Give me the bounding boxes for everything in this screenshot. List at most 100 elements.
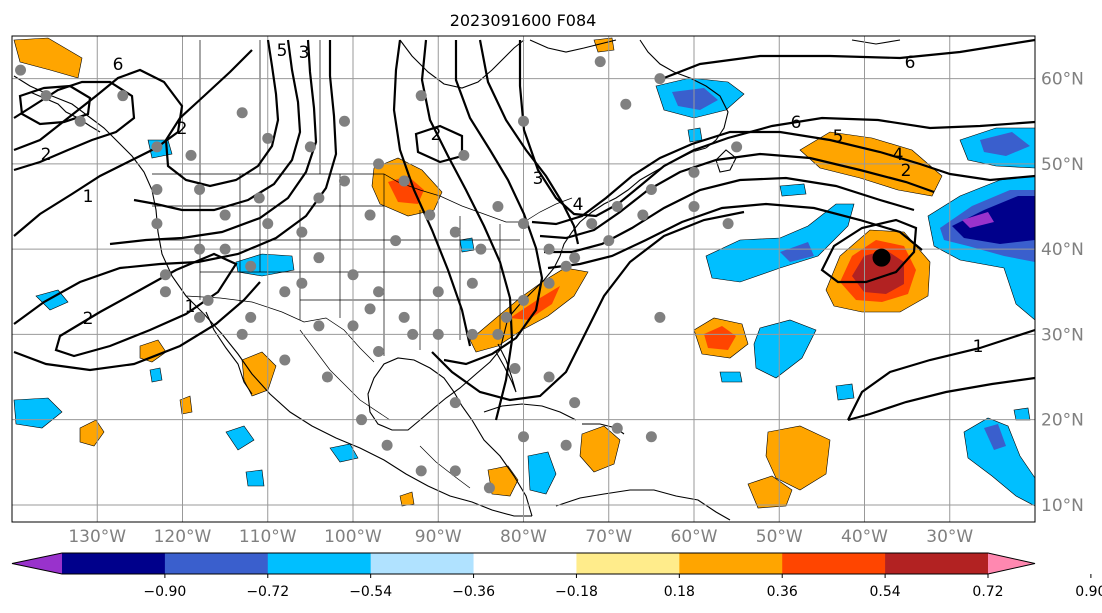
station-dot — [466, 277, 478, 289]
station-dot — [475, 243, 487, 255]
colorbar-tick-label: 0.72 — [972, 584, 1003, 600]
station-dot — [159, 286, 171, 298]
anomaly-patch-nc-blue — [687, 127, 703, 143]
station-dot — [202, 294, 214, 306]
map-area: 6 5 3 2 6 6 5 4 2 2 1 2 1 3 2 4 1 — [12, 36, 1035, 522]
anomaly-patch-southwest-blue — [329, 443, 359, 463]
political-borders — [152, 40, 573, 489]
contour-label: 2 — [177, 119, 188, 139]
station-dot — [415, 90, 427, 102]
longitude-labels: 130°W 120°W 110°W 100°W 90°W 80°W 70°W 60°W 50°W… — [68, 527, 973, 547]
contour-line-ne-arc — [663, 38, 1035, 80]
station-dot — [509, 363, 521, 375]
station-dot — [611, 201, 623, 213]
contour-line-west-ridge-2 — [133, 39, 302, 212]
contour-label: 6 — [905, 53, 916, 73]
anomaly-patch-pacific-blue-4 — [245, 469, 265, 487]
contour-line-pacific-low-outer — [13, 68, 184, 237]
colorbar-segment — [370, 553, 475, 574]
contour-line-subtropic-1 — [431, 210, 745, 402]
colorbar-extend-min — [12, 553, 62, 574]
anomaly-patch-tropical-orange-2 — [765, 425, 831, 491]
anomaly-patch-nw-orange — [13, 37, 83, 79]
station-dot — [603, 235, 615, 247]
contour-label: 2 — [901, 161, 912, 181]
anomaly-patch-caribbean-orange — [579, 425, 621, 473]
station-dot — [458, 149, 470, 161]
colorbar-tick-label: 0.36 — [767, 584, 798, 600]
station-dot — [611, 422, 623, 434]
station-dot — [262, 218, 274, 230]
anomaly-patch-tropical-orange-3 — [747, 475, 793, 509]
anomaly-patch-eastcoast-red — [510, 286, 560, 320]
station-dot — [449, 465, 461, 477]
station-dot — [518, 294, 529, 306]
station-dot — [373, 286, 385, 298]
coastline-florida — [495, 343, 517, 393]
contour-label: 1 — [83, 187, 94, 207]
station-dot — [338, 115, 350, 127]
station-dot — [236, 107, 248, 119]
station-dot — [688, 201, 700, 213]
lat-tick-label: 30°N — [1041, 325, 1084, 345]
station-dot — [466, 328, 478, 340]
map-frame — [11, 35, 1036, 523]
station-dot — [313, 320, 325, 332]
station-dot — [569, 397, 581, 409]
anomaly-patch-gulf-blue — [459, 237, 475, 253]
contour-line-pacific-low-inner — [13, 80, 136, 172]
station-dot — [373, 158, 385, 170]
station-dot — [347, 320, 359, 332]
contour-label: 1 — [185, 297, 196, 317]
lon-tick-label: 30°W — [926, 527, 973, 547]
contour-line-trough-1 — [392, 39, 472, 347]
lon-tick-label: 130°W — [68, 527, 126, 547]
colorbar-segment — [782, 553, 886, 574]
anomaly-patch-pacific-blue-5 — [149, 367, 163, 383]
station-dot — [518, 431, 529, 443]
colorbar-tick-label: −0.18 — [555, 584, 598, 600]
station-dot — [219, 209, 231, 221]
colorbar-tick-label: −0.36 — [452, 584, 495, 600]
contour-label: 4 — [573, 195, 584, 215]
anomaly-patch-atlantic-ne-purple — [962, 212, 994, 228]
contour-line-east-jet-4 — [544, 176, 915, 254]
contour-line-southeast-arc-2 — [847, 376, 1035, 422]
lon-tick-label: 90°W — [415, 527, 462, 547]
anomaly-patch-east-tropical-mid — [984, 424, 1006, 450]
station-dots — [15, 56, 743, 494]
station-dot — [645, 183, 657, 195]
contour-line-southeast-arc — [847, 328, 1035, 421]
contour-line-trough-3 — [443, 40, 544, 366]
colorbar: −0.90 −0.72 −0.54 −0.36 −0.18 0.18 0.36 0.54 0.7… — [11, 552, 1102, 600]
station-dot — [407, 328, 419, 340]
colorbar-segment — [62, 553, 166, 574]
station-dot — [364, 209, 376, 221]
station-dot — [151, 141, 163, 153]
anomaly-patch-atlantic-small-blue-2 — [779, 183, 807, 197]
station-dot — [194, 183, 206, 195]
contour-label: 3 — [299, 43, 310, 63]
coastline-arctic — [529, 39, 617, 53]
station-dot — [500, 311, 512, 323]
storm-center-layer — [872, 248, 891, 267]
anomaly-patch-tropical-pac-blue — [225, 425, 255, 451]
contour-label: 3 — [533, 169, 544, 189]
colorbar-segment — [473, 553, 577, 574]
anomaly-patch-atlantic-iceland-mid — [980, 132, 1030, 156]
lon-tick-label: 120°W — [154, 527, 212, 547]
lon-tick-label: 80°W — [500, 527, 547, 547]
anomaly-patch-atlantic-small-blue-3 — [1013, 407, 1031, 421]
station-dot — [151, 183, 163, 195]
station-dot — [313, 192, 325, 204]
contour-line-west-ridge-3 — [109, 39, 318, 246]
station-dot — [321, 371, 333, 383]
anomaly-patch-midatlantic-blue-3 — [835, 383, 855, 401]
lon-tick-label: 60°W — [671, 527, 718, 547]
station-dot — [304, 141, 316, 153]
lon-tick-label: 50°W — [756, 527, 803, 547]
station-dot — [40, 90, 52, 102]
station-dot — [645, 431, 657, 443]
station-dot — [245, 311, 257, 323]
